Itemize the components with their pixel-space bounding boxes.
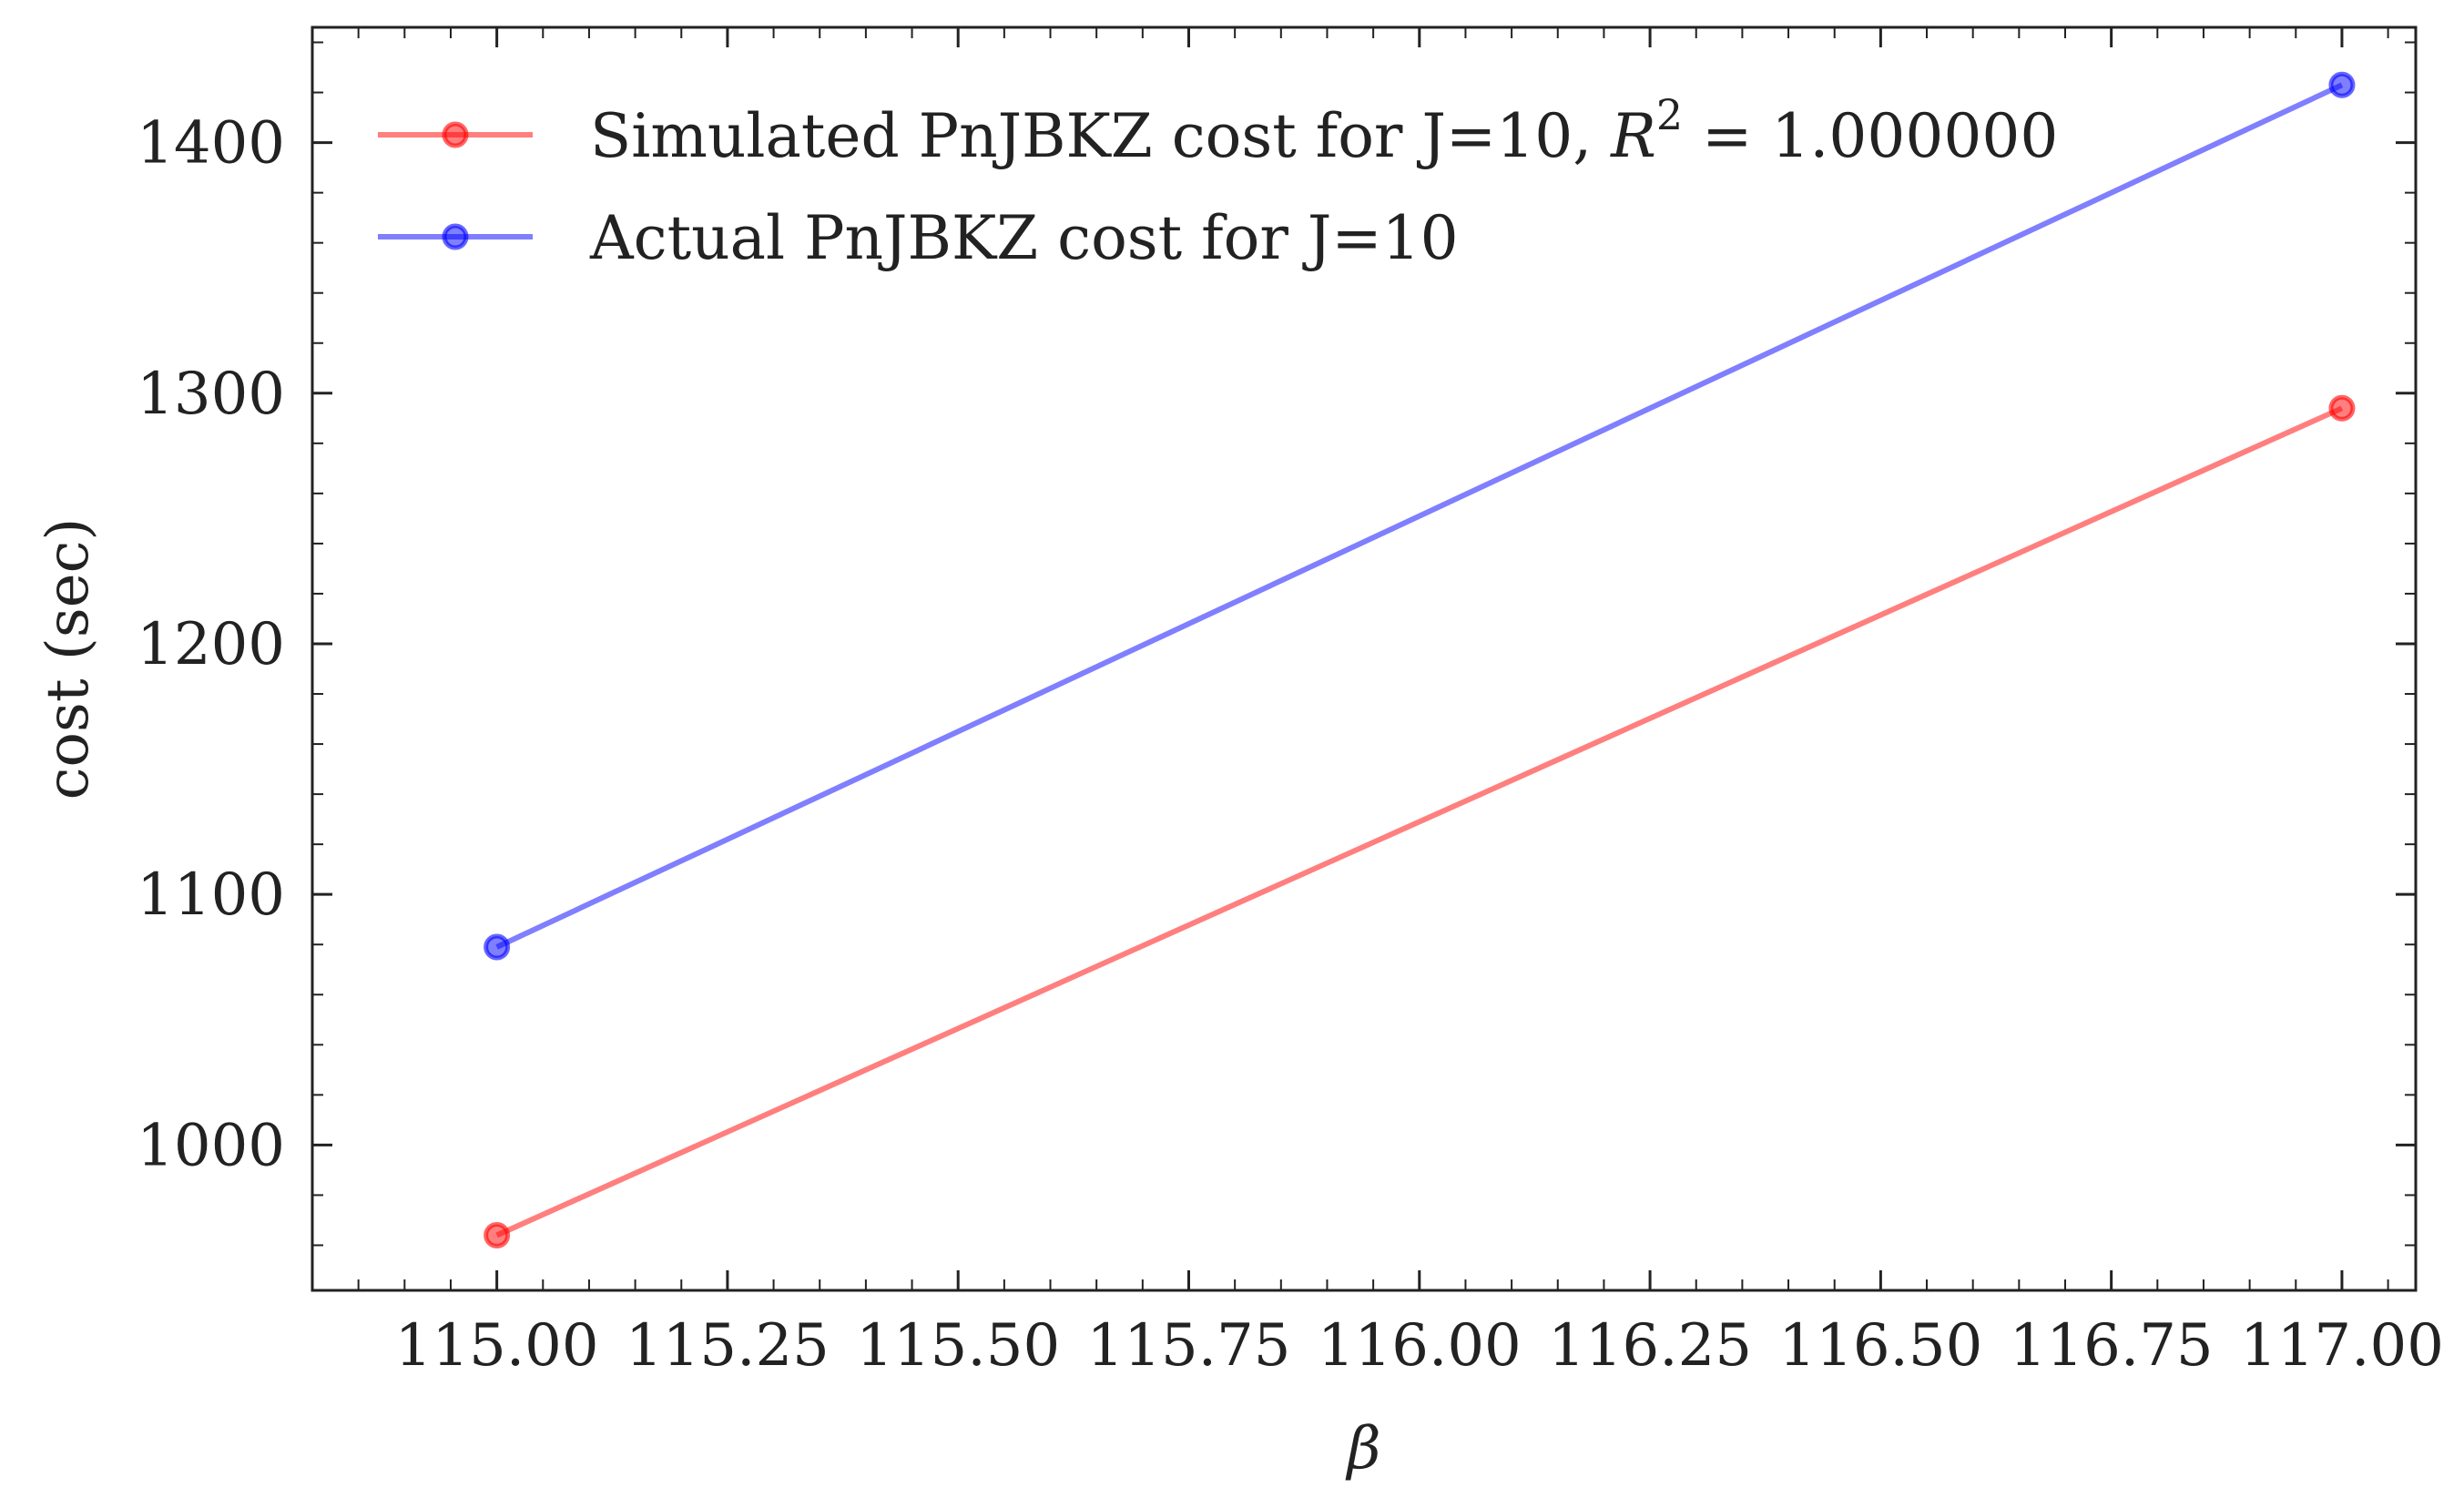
legend-marker bbox=[442, 223, 469, 250]
y-tick-label: 1100 bbox=[137, 861, 285, 929]
x-tick-label: 116.00 bbox=[1318, 1312, 1522, 1380]
data-point bbox=[484, 1221, 511, 1248]
y-axis-label: cost (sec) bbox=[35, 518, 102, 800]
y-tick-label: 1000 bbox=[137, 1112, 285, 1179]
tick-labels: 115.00 115.25 115.50 115.75 116.00 116.25 116.… bbox=[137, 110, 2444, 1380]
legend-entry: Actual PnJBKZ cost for J=10 bbox=[378, 203, 1459, 273]
data-point bbox=[2328, 394, 2356, 422]
x-tick-label: 115.25 bbox=[626, 1312, 830, 1380]
plot-frame bbox=[311, 25, 2418, 1292]
y-tick-label: 1400 bbox=[137, 110, 285, 178]
x-tick-label: 115.75 bbox=[1087, 1312, 1291, 1380]
x-axis-label: β bbox=[1346, 1415, 1381, 1483]
y-tick-label: 1200 bbox=[137, 611, 285, 678]
x-tick-label: 116.50 bbox=[1778, 1312, 1982, 1380]
x-tick-label: 115.00 bbox=[395, 1312, 599, 1380]
legend: Simulated PnJBKZ cost for J=10, R2 = 1.0… bbox=[378, 90, 2058, 273]
data-point bbox=[484, 933, 511, 961]
x-tick-label: 116.75 bbox=[2010, 1312, 2214, 1380]
series-actual bbox=[484, 71, 2356, 961]
legend-entry: Simulated PnJBKZ cost for J=10, R2 = 1.0… bbox=[378, 90, 2058, 171]
series-line bbox=[495, 82, 2344, 950]
legend-label: Simulated PnJBKZ cost for J=10, R2 = 1.0… bbox=[590, 90, 2058, 171]
series-simulated bbox=[484, 394, 2356, 1248]
legend-label: Actual PnJBKZ cost for J=10 bbox=[589, 203, 1459, 273]
ticks bbox=[311, 27, 2416, 1290]
series-layer bbox=[484, 71, 2356, 1248]
x-tick-label: 115.50 bbox=[856, 1312, 1060, 1380]
series-line bbox=[495, 405, 2344, 1238]
x-tick-label: 117.00 bbox=[2240, 1312, 2444, 1380]
y-tick-label: 1300 bbox=[137, 361, 285, 428]
x-tick-label: 116.25 bbox=[1548, 1312, 1752, 1380]
data-point bbox=[2328, 71, 2356, 98]
legend-marker bbox=[442, 121, 469, 148]
